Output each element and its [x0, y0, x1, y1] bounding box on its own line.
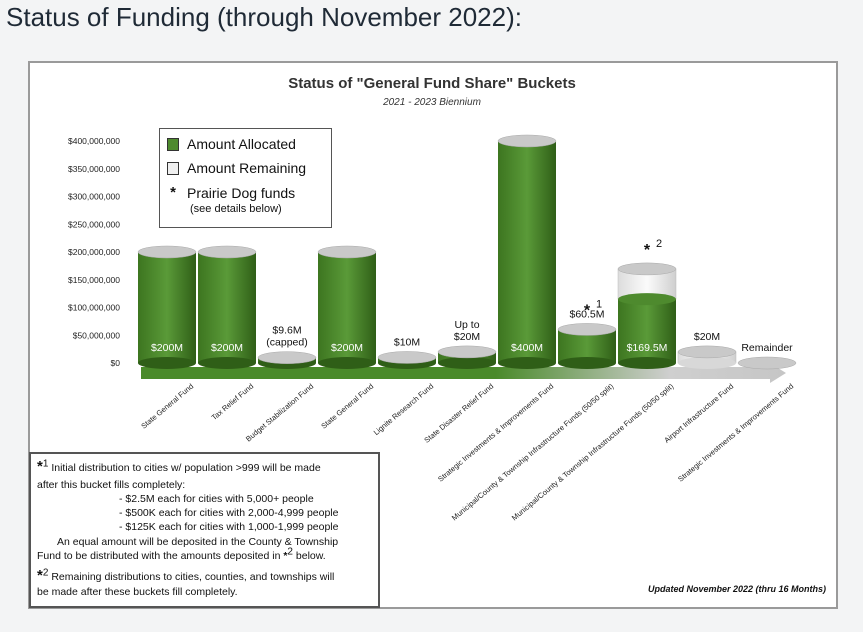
bar-value-label: Up to [454, 319, 479, 331]
bar-value-label: $200M [331, 342, 363, 354]
legend-subnote: (see details below) [190, 203, 282, 215]
chart-title: Status of "General Fund Share" Buckets [288, 75, 576, 92]
bar-allocated [138, 252, 196, 363]
legend-item-allocated: Amount Allocated [167, 136, 296, 152]
asterisk-icon: * [283, 550, 288, 562]
legend: Amount Allocated Amount Remaining * Prai… [159, 128, 332, 228]
bar-base [498, 357, 556, 369]
bar-value-label: $400M [511, 342, 543, 354]
legend-swatch-allocated [167, 137, 179, 151]
x-tick-label: State General Fund [139, 382, 195, 431]
footnote-1-sup: 1 [42, 458, 49, 470]
footnote-bullet-3: - $125K each for cities with 1,000-1,999… [119, 521, 339, 533]
bar-top [437, 345, 497, 359]
y-tick-label: $250,000,000 [68, 219, 120, 229]
footnote-1: *1 Initial distribution to cities w/ pop… [37, 458, 321, 475]
bar-value-label: $20M [454, 331, 480, 343]
asterisk-icon: * [644, 242, 651, 259]
bar-top [617, 262, 677, 276]
y-tick-label: $0 [111, 358, 121, 368]
bar-base [318, 357, 376, 369]
updated-note: Updated November 2022 (thru 16 Months) [648, 584, 827, 594]
y-axis: $400,000,000 $350,000,000 $300,000,000 $250… [68, 136, 120, 368]
bar-top [137, 245, 197, 259]
bar-value-label: $9.6M [272, 325, 301, 337]
x-tick-label: Tax Relief Fund [210, 382, 256, 422]
y-tick-label: $150,000,000 [68, 275, 120, 285]
bar-top [497, 134, 557, 148]
footnote-2-text: Remaining distributions to cities, count… [51, 571, 335, 583]
bar-top [677, 345, 737, 359]
bar-top [257, 351, 317, 364]
bucket-chart: Status of "General Fund Share" Buckets 2… [68, 75, 797, 522]
y-tick-label: $400,000,000 [68, 136, 120, 146]
asterisk-icon: * [170, 184, 176, 201]
bar-fill-level [618, 293, 676, 306]
x-tick-label: Strategic Investments & Improvements Fun… [676, 382, 795, 484]
page-title: Status of Funding (through November 2022… [6, 2, 522, 32]
y-tick-label: $300,000,000 [68, 192, 120, 202]
asterisk-icon: * [37, 567, 43, 584]
y-tick-label: $350,000,000 [68, 164, 120, 174]
bar-value-label: $20M [694, 331, 720, 343]
footnote-2-sup: 2 [42, 567, 49, 579]
bar-allocated [498, 141, 556, 363]
x-tick-label: Budget Stabilization Fund [244, 382, 315, 444]
y-tick-label: $50,000,000 [73, 330, 121, 340]
y-tick-label: $100,000,000 [68, 303, 120, 313]
legend-label-prairie-dog: Prairie Dog funds [187, 184, 296, 201]
footnote-equal-2-pre: Fund to be distributed with the amounts … [37, 550, 281, 562]
bar-value-label: $169.5M [627, 342, 668, 354]
footnote-equal-2: Fund to be distributed with the amounts … [37, 546, 326, 563]
footnote-2: *2 Remaining distributions to cities, co… [37, 567, 335, 584]
bar-base [678, 357, 736, 369]
legend-label-remaining: Amount Remaining [187, 160, 307, 176]
footnote-marker: 2 [656, 238, 662, 250]
bar-allocated [198, 252, 256, 363]
bar-top [737, 356, 797, 370]
bar-base [438, 357, 496, 369]
legend-item-remaining: Amount Remaining [167, 160, 306, 176]
footnote-equal-2-sup: 2 [287, 546, 293, 558]
bar-base [138, 357, 196, 369]
bar-value-label: $10M [394, 336, 420, 348]
bar-base [198, 357, 256, 369]
bar-allocated [318, 252, 376, 363]
bar-value-label: (capped) [266, 337, 307, 349]
footnote-equal-1: An equal amount will be deposited in the… [57, 536, 339, 548]
bar-value-label: $200M [151, 342, 183, 354]
footnote-bullet-1: - $2.5M each for cities with 5,000+ peop… [119, 493, 314, 505]
bar-top [557, 323, 617, 336]
footnote-1-cont: after this bucket fills completely: [37, 479, 186, 491]
chart-subtitle: 2021 - 2023 Biennium [382, 97, 481, 108]
bar-base [618, 357, 676, 369]
asterisk-icon: * [584, 302, 591, 319]
bar-value-label: $200M [211, 342, 243, 354]
bar-base [558, 357, 616, 369]
legend-label-allocated: Amount Allocated [187, 136, 296, 152]
bar-top [197, 245, 257, 259]
footnotes-box: *1 Initial distribution to cities w/ pop… [29, 452, 380, 608]
footnote-2-cont: be made after these buckets fill complet… [37, 586, 238, 598]
footnote-1-text: Initial distribution to cities w/ popula… [51, 462, 321, 474]
bar-value-label: $60.5M [569, 308, 604, 320]
footnote-marker: 1 [596, 298, 602, 310]
bar-value-label: Remainder [741, 342, 793, 354]
bar-allocated [618, 299, 676, 363]
bar-top [377, 351, 437, 364]
footnote-equal-2-post: below. [295, 550, 326, 562]
footnote-bullet-2: - $500K each for cities with 2,000-4,999… [119, 507, 339, 519]
x-tick-label: Strategic Investments & Improvements Fun… [436, 382, 555, 484]
x-tick-label: State General Fund [319, 382, 375, 431]
x-tick-label: Lignite Research Fund [372, 382, 436, 437]
bar-top [317, 245, 377, 259]
asterisk-icon: * [37, 458, 43, 475]
y-tick-label: $200,000,000 [68, 247, 120, 257]
legend-item-prairie-dog: * Prairie Dog funds [167, 184, 295, 201]
legend-swatch-remaining [167, 161, 179, 175]
